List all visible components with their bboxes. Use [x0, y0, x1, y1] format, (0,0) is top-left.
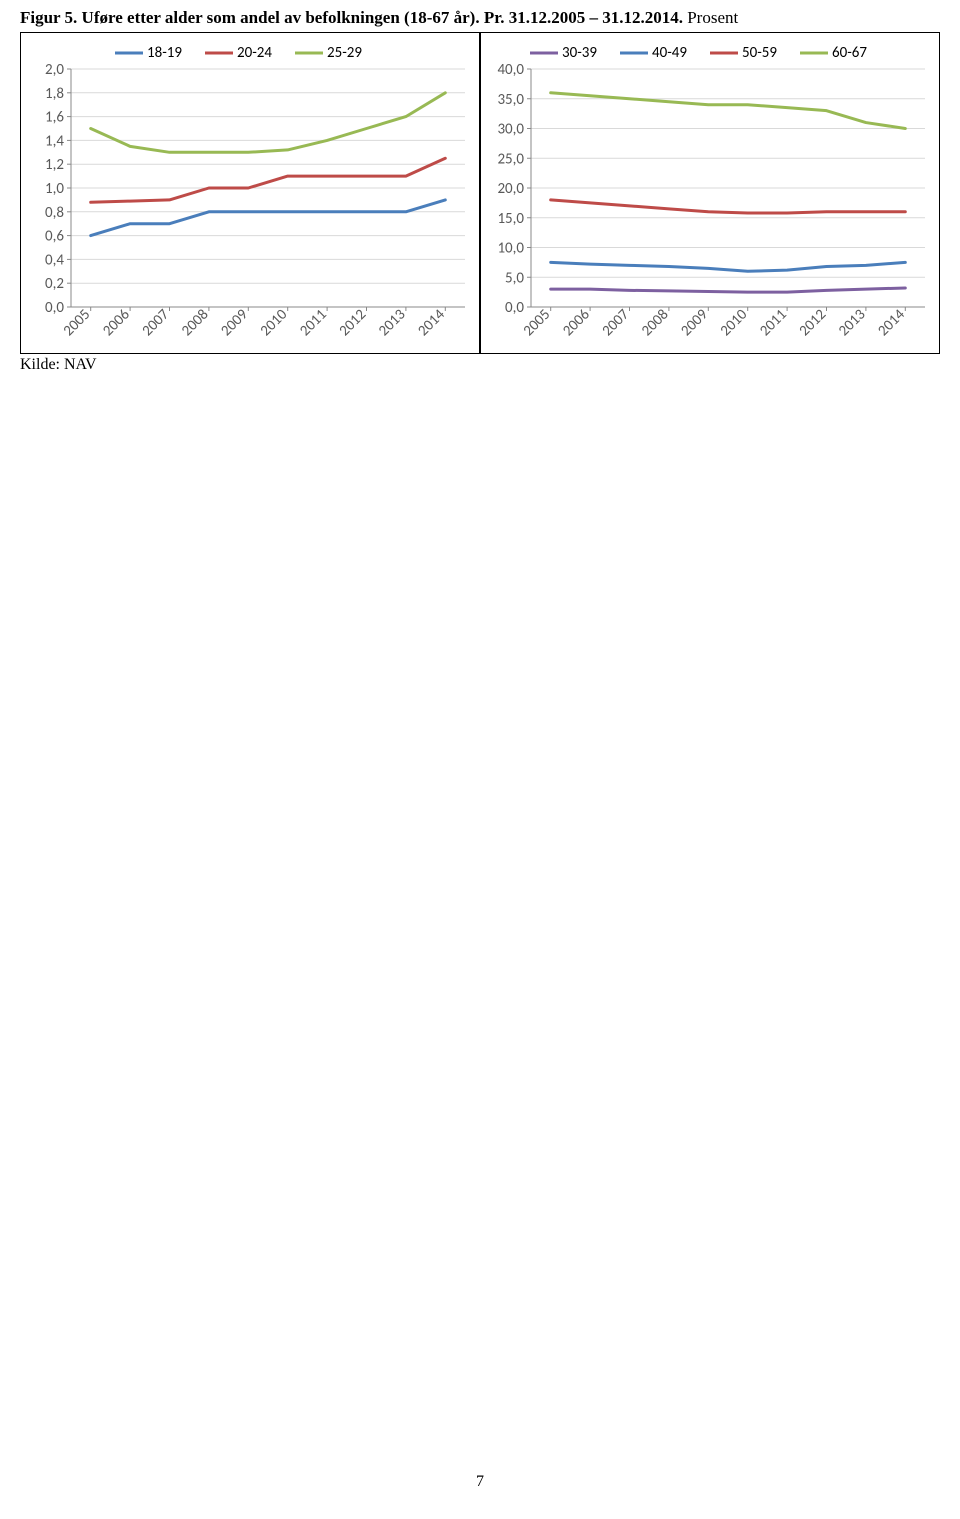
svg-text:20-24: 20-24 [237, 44, 272, 62]
svg-text:25-29: 25-29 [327, 44, 362, 62]
svg-text:0,2: 0,2 [45, 276, 64, 294]
svg-text:0,0: 0,0 [505, 299, 524, 317]
page-number: 7 [0, 1473, 960, 1491]
svg-text:1,8: 1,8 [45, 85, 64, 103]
svg-text:60-67: 60-67 [832, 44, 867, 62]
svg-text:2011: 2011 [756, 306, 790, 340]
svg-text:2007: 2007 [139, 306, 174, 341]
svg-text:1,6: 1,6 [45, 109, 64, 127]
svg-text:20,0: 20,0 [497, 180, 524, 198]
svg-text:2010: 2010 [717, 306, 752, 341]
svg-text:2009: 2009 [218, 306, 253, 341]
svg-text:18-19: 18-19 [147, 44, 182, 62]
svg-text:0,6: 0,6 [45, 228, 64, 246]
svg-text:30,0: 30,0 [497, 121, 524, 139]
svg-text:15,0: 15,0 [497, 210, 524, 228]
svg-text:10,0: 10,0 [497, 240, 524, 258]
svg-text:30-39: 30-39 [562, 44, 597, 62]
svg-text:0,8: 0,8 [45, 204, 64, 222]
chart-left: 18-19 20-24 25-29 0,0 0,2 0,4 0,6 0,8 1,0 1,2 1,4 1… [27, 39, 473, 351]
svg-text:2008: 2008 [638, 306, 672, 340]
svg-text:50-59: 50-59 [742, 44, 777, 62]
svg-text:40,0: 40,0 [497, 61, 524, 79]
svg-text:2014: 2014 [415, 306, 450, 341]
svg-text:2006: 2006 [559, 306, 594, 341]
svg-text:0,0: 0,0 [45, 299, 64, 317]
svg-text:2014: 2014 [875, 306, 910, 341]
source-label: Kilde: NAV [20, 356, 940, 374]
svg-text:1,4: 1,4 [45, 133, 64, 151]
figure-title-rest: Prosent [683, 8, 738, 27]
chart-right-wrap: 30-39 40-49 50-59 60-67 0,0 5,0 10,0 15,0 20,0 25… [480, 32, 940, 354]
figure-title-bold: Figur 5. Uføre etter alder som andel av … [20, 8, 683, 27]
svg-text:2,0: 2,0 [45, 61, 64, 79]
svg-text:2013: 2013 [375, 306, 410, 341]
svg-text:2012: 2012 [336, 306, 370, 340]
chart-right: 30-39 40-49 50-59 60-67 0,0 5,0 10,0 15,0 20,0 25… [487, 39, 933, 351]
svg-text:2005: 2005 [520, 306, 554, 340]
svg-text:2009: 2009 [678, 306, 713, 341]
svg-text:0,4: 0,4 [45, 252, 64, 270]
figure-title: Figur 5. Uføre etter alder som andel av … [20, 8, 940, 28]
svg-text:2005: 2005 [60, 306, 94, 340]
svg-text:2011: 2011 [296, 306, 330, 340]
svg-text:40-49: 40-49 [652, 44, 687, 62]
svg-text:25,0: 25,0 [497, 151, 524, 169]
svg-text:2006: 2006 [99, 306, 134, 341]
chart-left-wrap: 18-19 20-24 25-29 0,0 0,2 0,4 0,6 0,8 1,0 1,2 1,4 1… [20, 32, 480, 354]
svg-text:2010: 2010 [257, 306, 292, 341]
svg-text:1,2: 1,2 [45, 157, 64, 175]
charts-row: 18-19 20-24 25-29 0,0 0,2 0,4 0,6 0,8 1,0 1,2 1,4 1… [20, 32, 940, 354]
svg-text:2008: 2008 [178, 306, 212, 340]
svg-text:5,0: 5,0 [505, 270, 524, 288]
svg-text:1,0: 1,0 [45, 180, 64, 198]
svg-text:2007: 2007 [599, 306, 634, 341]
svg-text:2013: 2013 [835, 306, 870, 341]
svg-text:35,0: 35,0 [497, 91, 524, 109]
svg-text:2012: 2012 [796, 306, 830, 340]
